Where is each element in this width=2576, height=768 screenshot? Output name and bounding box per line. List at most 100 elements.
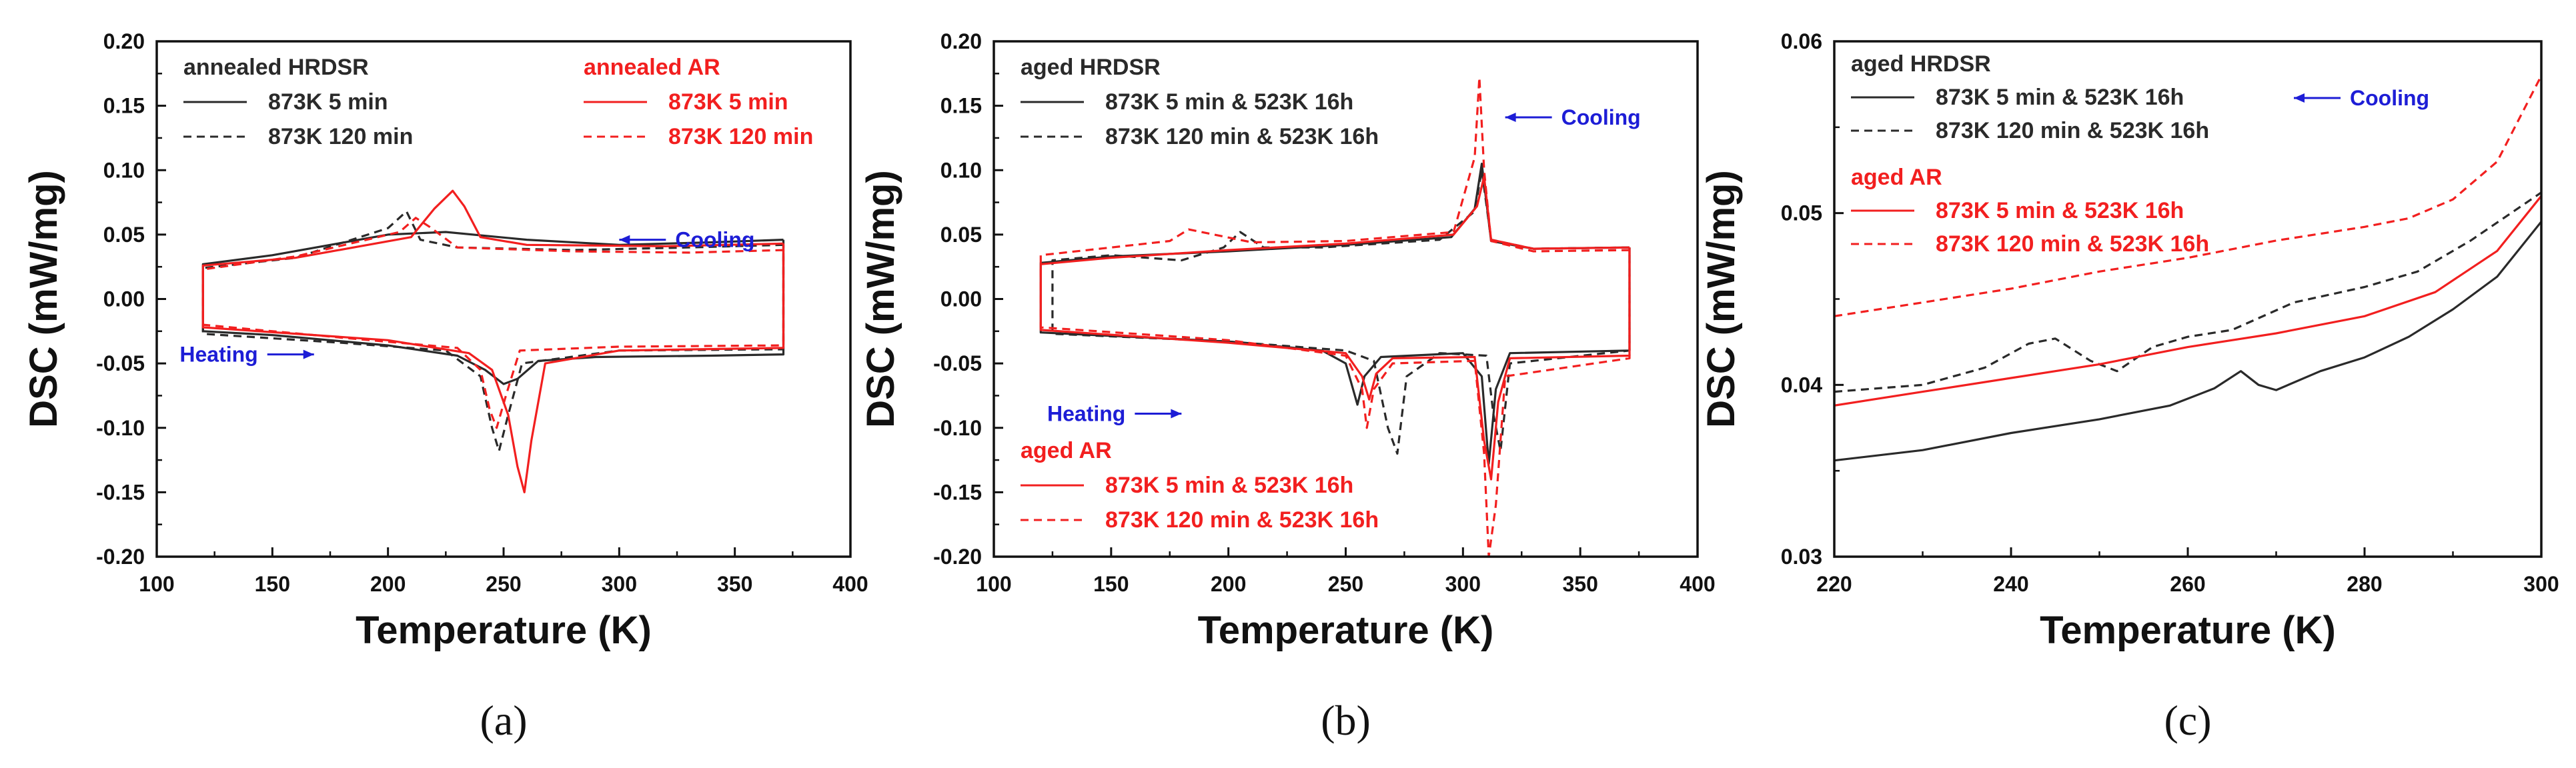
- y-tick-label: -0.20: [96, 545, 145, 569]
- panel-b: 100 150 200 250 300 350 400 -0.20 -0.15 -0.10 -0.0…: [859, 29, 1716, 744]
- x-tick-label: 400: [832, 572, 868, 596]
- legend-header: annealed AR: [584, 55, 720, 80]
- annotation-label: Heating: [179, 343, 257, 367]
- x-tick-label: 260: [2170, 572, 2205, 596]
- x-tick-label: 100: [139, 572, 174, 596]
- annotation-label: Cooling: [1561, 105, 1641, 129]
- y-axis-title: DSC (mW/mg): [22, 170, 65, 428]
- legend-entry: 873K 5 min & 523K 16h: [1105, 89, 1353, 115]
- series-line-1: [1039, 163, 1631, 465]
- series-group: [201, 189, 785, 493]
- panel-a: 100 150 200 250 300 350 400 -0.20 -0.15 -0.10 -0.0…: [22, 29, 868, 744]
- x-tick-label: 250: [1328, 572, 1363, 596]
- legend-entry: 873K 120 min & 523K 16h: [1105, 507, 1379, 533]
- series-line-4: [201, 217, 785, 429]
- x-tick-label: 220: [1816, 572, 1852, 596]
- x-tick-label: 150: [1093, 572, 1129, 596]
- arrow-left-icon: [2294, 93, 2305, 103]
- legend-entry: 873K 120 min & 523K 16h: [1105, 124, 1379, 149]
- series-group: [1834, 75, 2541, 462]
- y-tick-label: -0.15: [96, 480, 145, 504]
- series-line-2: [201, 210, 785, 453]
- y-axis-title: DSC (mW/mg): [1700, 170, 1743, 428]
- panel-label: (a): [480, 697, 527, 744]
- legend-group-1: aged HRDSR 873K 5 min & 523K 16h 873K 120 …: [1851, 51, 2209, 143]
- plot-frame: [1833, 40, 2543, 558]
- legend-entry: 873K 5 min & 523K 16h: [1936, 85, 2184, 110]
- legend-header: aged HRDSR: [1021, 55, 1161, 80]
- arrow-left-icon: [619, 235, 630, 245]
- y-tick-label: 0.20: [940, 29, 982, 53]
- x-axis-title: Temperature (K): [2040, 609, 2336, 652]
- x-tick-label: 150: [255, 572, 290, 596]
- panel-label: (b): [1321, 697, 1371, 744]
- series-line-4: [1834, 75, 2541, 317]
- annotation-label: Cooling: [675, 228, 754, 252]
- y-tick-label: -0.20: [933, 545, 982, 569]
- annotation-cooling: Cooling: [1505, 105, 1641, 129]
- y-tick-label: 0.05: [1781, 201, 1822, 225]
- y-tick-label: 0.05: [103, 223, 145, 247]
- arrow-left-icon: [1505, 113, 1516, 123]
- y-tick-label: 0.04: [1781, 373, 1822, 397]
- y-tick-label: -0.10: [96, 416, 145, 440]
- annotation-heating: Heating: [179, 343, 314, 367]
- y-tick-label: 0.15: [940, 94, 982, 118]
- annotation-label: Cooling: [2350, 86, 2429, 110]
- legend-group-1: annealed HRDSR 873K 5 min 873K 120 min: [183, 55, 413, 149]
- x-tick-label: 400: [1680, 572, 1715, 596]
- y-tick-label: 0.15: [103, 94, 145, 118]
- y-tick-label: 0.00: [940, 287, 982, 311]
- series-line-2: [1834, 191, 2541, 393]
- y-tick-label: -0.15: [933, 480, 982, 504]
- x-tick-label: 240: [1993, 572, 2028, 596]
- y-tick-label: -0.05: [96, 351, 145, 375]
- legend-header: annealed HRDSR: [183, 55, 369, 80]
- legend-header: aged AR: [1851, 165, 1942, 190]
- y-tick-label: 0.10: [103, 158, 145, 182]
- legend-entry: 873K 5 min & 523K 16h: [1936, 198, 2184, 223]
- arrow-right-icon: [303, 349, 314, 359]
- panel-label: (c): [2164, 697, 2211, 744]
- legend-header: aged AR: [1021, 438, 1112, 463]
- y-tick-label: 0.10: [940, 158, 982, 182]
- series-line-3: [1834, 195, 2541, 407]
- y-tick-label: -0.10: [933, 416, 982, 440]
- arrow-right-icon: [1171, 409, 1182, 419]
- y-axis-title: DSC (mW/mg): [859, 170, 902, 428]
- y-tick-label: 0.00: [103, 287, 145, 311]
- y-tick-label: 0.05: [940, 223, 982, 247]
- legend-entry: 873K 120 min: [268, 124, 413, 149]
- annotation-label: Heating: [1047, 401, 1125, 425]
- y-tick-label: 0.03: [1781, 545, 1822, 569]
- legend-group-2: annealed AR 873K 5 min 873K 120 min: [584, 55, 813, 149]
- annotation-heating: Heating: [1047, 401, 1182, 425]
- x-tick-label: 300: [602, 572, 637, 596]
- series-group: [1039, 76, 1631, 557]
- legend-entry: 873K 120 min & 523K 16h: [1936, 231, 2209, 257]
- plot-frame: [993, 40, 1699, 558]
- x-tick-label: 350: [717, 572, 752, 596]
- series-line-1: [1834, 221, 2541, 462]
- legend-entry: 873K 5 min: [668, 89, 788, 115]
- x-axis-title: Temperature (K): [356, 609, 652, 652]
- legend-entry: 873K 5 min: [268, 89, 388, 115]
- legend-group-1: aged HRDSR 873K 5 min & 523K 16h 873K 120 …: [1021, 55, 1379, 149]
- x-tick-label: 300: [1445, 572, 1481, 596]
- x-tick-label: 280: [2347, 572, 2382, 596]
- legend-entry: 873K 120 min & 523K 16h: [1936, 118, 2209, 143]
- legend-group-2: aged AR 873K 5 min & 523K 16h 873K 120 min…: [1021, 438, 1379, 533]
- x-tick-label: 300: [2523, 572, 2559, 596]
- series-line-1: [201, 231, 785, 385]
- x-tick-label: 200: [1211, 572, 1246, 596]
- x-tick-label: 100: [976, 572, 1011, 596]
- annotation-cooling: Cooling: [2294, 86, 2429, 110]
- y-tick-label: 0.06: [1781, 29, 1822, 53]
- legend-entry: 873K 5 min & 523K 16h: [1105, 473, 1353, 498]
- legend-entry: 873K 120 min: [668, 124, 813, 149]
- legend-group-2: aged AR 873K 5 min & 523K 16h 873K 120 min…: [1851, 165, 2209, 257]
- plot-frame: [155, 40, 852, 558]
- x-tick-label: 350: [1562, 572, 1597, 596]
- y-tick-label: -0.05: [933, 351, 982, 375]
